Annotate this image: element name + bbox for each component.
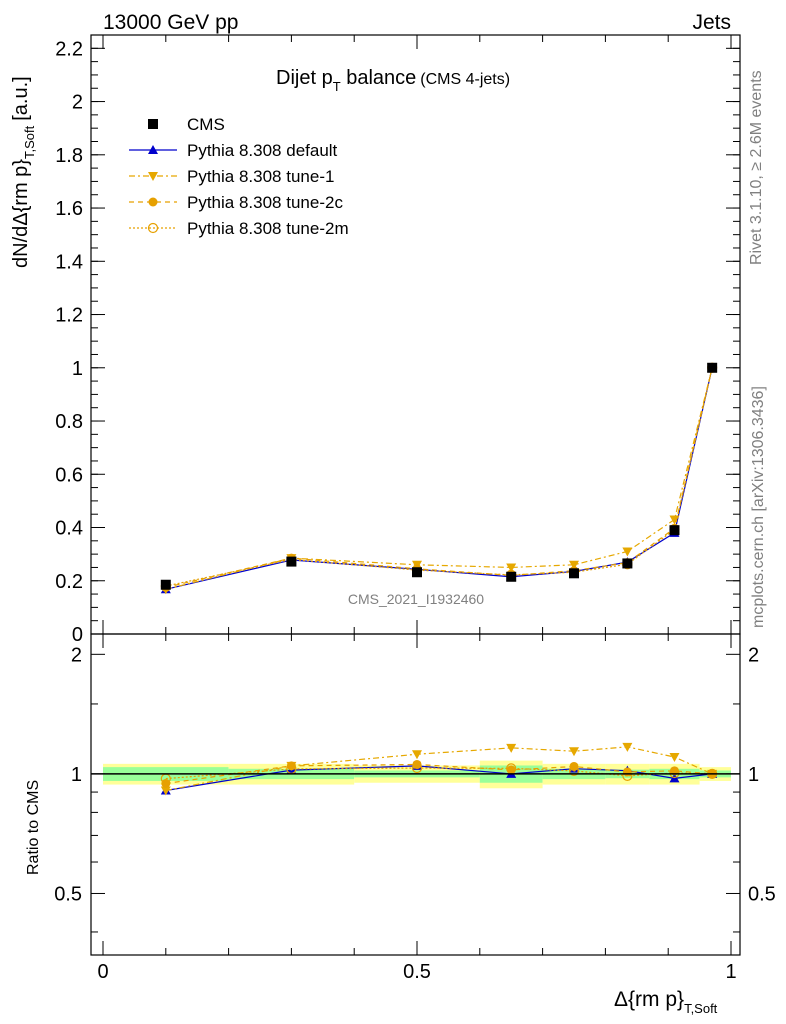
legend-label: Pythia 8.308 tune-2c xyxy=(187,193,343,212)
ratio-data-point xyxy=(569,747,579,757)
y-tick-label: 2 xyxy=(72,92,83,114)
x-tick-label: 0 xyxy=(97,961,108,983)
legend-label: Pythia 8.308 tune-1 xyxy=(187,167,334,186)
analysis-watermark: CMS_2021_I1932460 xyxy=(348,591,484,607)
ratio-plot-frame xyxy=(90,633,741,956)
rivet-info: Rivet 3.1.10, ≥ 2.6M events xyxy=(748,70,765,265)
ratio-data-point xyxy=(622,770,633,781)
title-main: Dijet p xyxy=(276,67,333,89)
x-axis-label: Δ{rm p}T,Soft xyxy=(614,988,718,1016)
y-label-subscript: T,Soft xyxy=(22,125,37,159)
title-rest: balance xyxy=(341,67,417,89)
legend-marker xyxy=(148,172,158,181)
title-note: (CMS 4-jets) xyxy=(420,71,510,88)
ratio-data-point xyxy=(669,767,680,779)
series-line xyxy=(165,367,713,588)
ratio-tick-label-left: 0.5 xyxy=(54,883,82,905)
x-tick-label: 1 xyxy=(725,961,736,983)
data-point xyxy=(506,563,517,573)
ratio-data-point xyxy=(506,743,517,753)
data-point xyxy=(622,558,633,569)
title-subscript: T xyxy=(333,79,341,94)
ratio-data-point xyxy=(506,763,517,774)
mcplots-info: mcplots.cern.ch [arXiv:1306.3436] xyxy=(750,386,767,628)
ratio-data-point xyxy=(286,761,296,771)
data-point xyxy=(412,567,422,578)
data-point xyxy=(669,525,680,536)
legend-marker xyxy=(148,197,158,207)
y-tick-label: 0.6 xyxy=(55,464,83,486)
y-tick-label: 0 xyxy=(72,624,83,646)
ratio-tick-label-left: 2 xyxy=(71,644,82,666)
data-point xyxy=(622,547,633,557)
y-label-unit: [a.u.] xyxy=(10,76,32,120)
y-tick-label: 1.6 xyxy=(55,198,83,220)
ratio-data-point xyxy=(622,742,633,752)
series-line xyxy=(165,367,713,590)
data-point xyxy=(506,571,517,582)
legend-marker xyxy=(147,222,159,234)
legend-label: CMS xyxy=(187,115,225,134)
y-tick-label: 0.8 xyxy=(55,411,83,433)
y-tick-label: 1.2 xyxy=(55,305,83,327)
x-tick-label: 0.5 xyxy=(403,961,431,983)
ratio-tick-label-left: 1 xyxy=(71,764,82,786)
data-point xyxy=(569,560,579,570)
ratio-data-point xyxy=(412,759,422,769)
ratio-data-point xyxy=(160,786,171,796)
ratio-data-point xyxy=(669,753,680,763)
x-label-main: Δ{rm p} xyxy=(614,988,684,1011)
series-line xyxy=(165,367,713,590)
ratio-series-line xyxy=(165,765,713,792)
legend-marker xyxy=(148,119,158,129)
ratio-data-point xyxy=(411,762,423,774)
process-label: Jets xyxy=(692,11,731,34)
y-tick-label: 0.2 xyxy=(55,571,83,593)
series-line xyxy=(165,367,713,587)
ratio-y-axis-label: Ratio to CMS xyxy=(25,780,42,875)
x-label-subscript: T,Soft xyxy=(684,1001,718,1016)
ratio-data-point xyxy=(412,750,422,760)
ratio-data-point xyxy=(568,765,580,776)
y-tick-label: 1.8 xyxy=(55,145,83,167)
y-tick-label: 1 xyxy=(72,358,83,380)
y-tick-label: 1.4 xyxy=(55,251,83,273)
y-axis-label: dN/dΔ{rm p}T,Soft [a.u.] xyxy=(10,76,37,268)
data-point xyxy=(286,556,297,567)
legend-label: Pythia 8.308 default xyxy=(187,141,338,160)
y-tick-label: 2.2 xyxy=(55,38,83,60)
ratio-series-line xyxy=(165,763,713,785)
chart-title: Dijet pT balance (CMS 4-jets) xyxy=(276,67,510,94)
data-point xyxy=(160,579,171,590)
data-point xyxy=(569,568,579,579)
ratio-tick-label-right: 2 xyxy=(748,644,759,666)
ratio-tick-label-right: 1 xyxy=(748,764,759,786)
ratio-tick-label-right: 0.5 xyxy=(748,883,776,905)
energy-label: 13000 GeV pp xyxy=(103,11,238,34)
y-label-main: dN/dΔ{rm p} xyxy=(10,159,32,268)
legend-label: Pythia 8.308 tune-2m xyxy=(187,219,349,238)
ratio-series-line xyxy=(165,746,713,792)
data-point xyxy=(707,362,718,373)
legend-marker xyxy=(148,145,158,154)
y-tick-label: 0.4 xyxy=(55,518,83,540)
